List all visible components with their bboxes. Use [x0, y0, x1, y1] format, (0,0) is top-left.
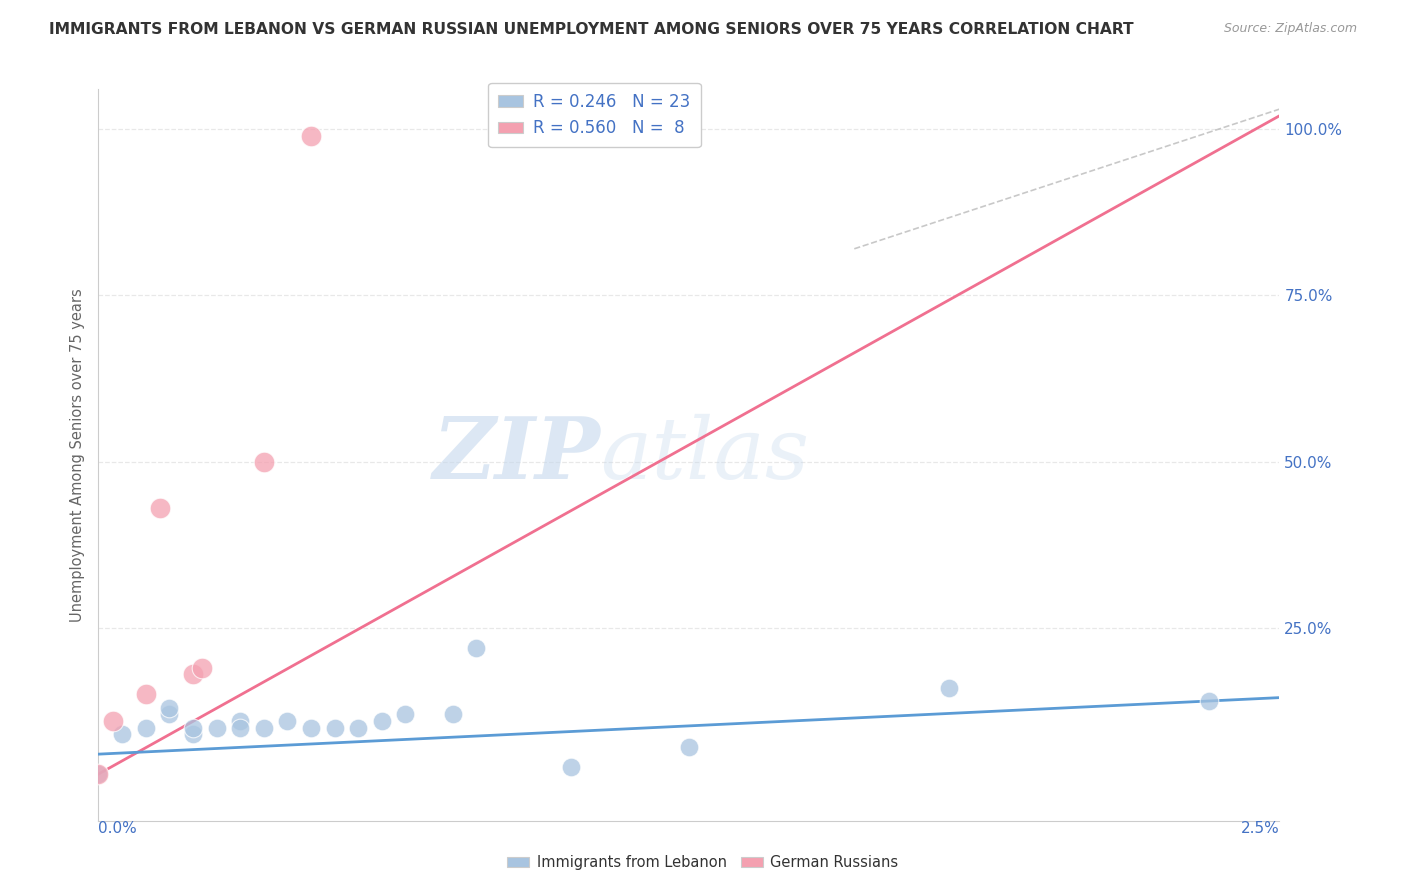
Point	[135, 687, 157, 701]
Point	[135, 721, 157, 735]
Point	[253, 454, 276, 468]
Point	[191, 661, 214, 675]
Point	[678, 740, 700, 755]
Point	[299, 128, 322, 143]
Text: atlas: atlas	[600, 414, 810, 496]
Text: 0.0%: 0.0%	[98, 821, 138, 836]
Point	[229, 714, 252, 728]
Point	[371, 714, 394, 728]
Text: IMMIGRANTS FROM LEBANON VS GERMAN RUSSIAN UNEMPLOYMENT AMONG SENIORS OVER 75 YEA: IMMIGRANTS FROM LEBANON VS GERMAN RUSSIA…	[49, 22, 1133, 37]
Point	[149, 501, 172, 516]
Point	[1198, 694, 1220, 708]
Text: ZIP: ZIP	[433, 413, 600, 497]
Point	[560, 760, 582, 774]
Point	[229, 721, 252, 735]
Point	[323, 721, 346, 735]
Point	[441, 707, 464, 722]
Point	[181, 727, 204, 741]
Point	[87, 767, 110, 781]
Point	[299, 721, 322, 735]
Point	[394, 707, 416, 722]
Point	[465, 640, 488, 655]
Point	[111, 727, 134, 741]
Point	[181, 667, 204, 681]
Point	[101, 714, 124, 728]
Point	[276, 714, 298, 728]
Point	[157, 707, 180, 722]
Point	[157, 700, 180, 714]
Text: Source: ZipAtlas.com: Source: ZipAtlas.com	[1223, 22, 1357, 36]
Point	[253, 721, 276, 735]
Legend: Immigrants from Lebanon, German Russians: Immigrants from Lebanon, German Russians	[502, 849, 904, 876]
Text: 2.5%: 2.5%	[1240, 821, 1279, 836]
Point	[87, 767, 110, 781]
Point	[938, 681, 960, 695]
Point	[181, 721, 204, 735]
Y-axis label: Unemployment Among Seniors over 75 years: Unemployment Among Seniors over 75 years	[69, 288, 84, 622]
Point	[347, 721, 370, 735]
Legend: R = 0.246   N = 23, R = 0.560   N =  8: R = 0.246 N = 23, R = 0.560 N = 8	[488, 83, 700, 147]
Point	[205, 721, 228, 735]
